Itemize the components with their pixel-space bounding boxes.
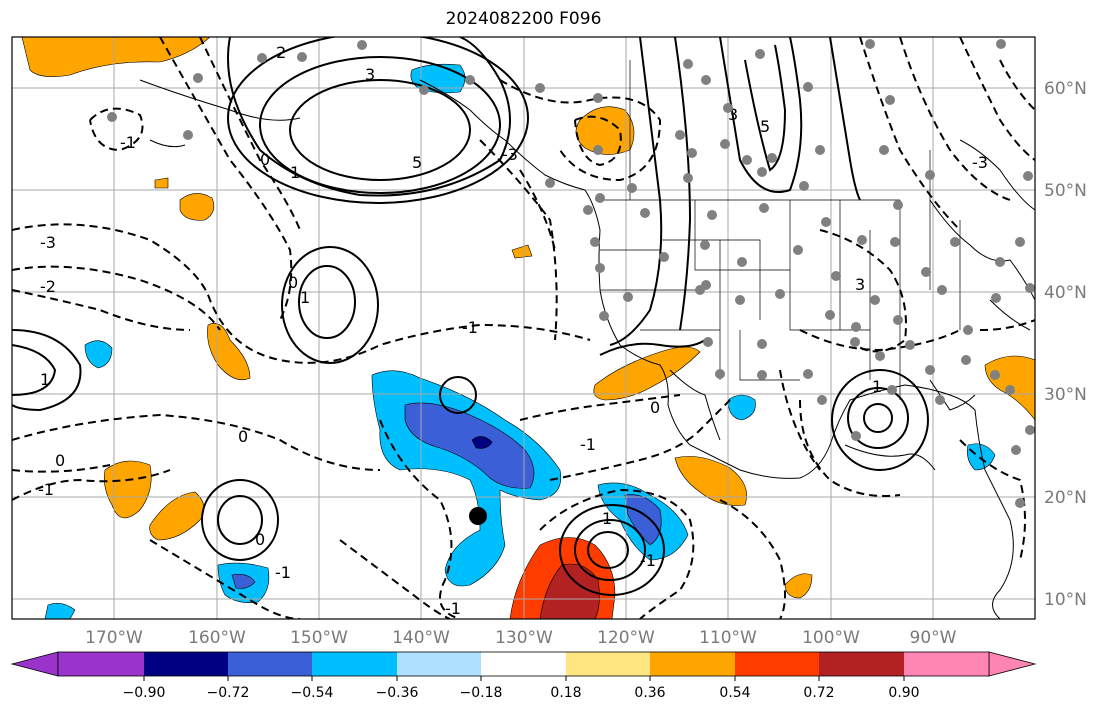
colorbar-tick-label: 0.72 [803,685,834,701]
contour-label: -3 [40,233,56,252]
lon-label-130w: 130°W [495,628,553,648]
colorbar-segment [481,652,566,676]
contour-label: 1 [40,370,50,389]
lat-label-60n: 60°N [1044,79,1087,99]
contour-label: 0 [55,451,65,470]
lon-label-160w: 160°W [188,628,246,648]
map-frame [11,36,1036,620]
contour-label: -3 [502,145,518,164]
latitude-labels: 60°N 50°N 40°N 30°N 20°N 10°N [1044,79,1087,610]
lon-label-150w: 150°W [290,628,348,648]
contour-label: 1 [872,377,882,396]
contour-label: 5 [412,153,422,172]
lat-label-30n: 30°N [1044,385,1087,405]
colorbar-tick-label: −0.72 [207,685,250,701]
lat-label-20n: 20°N [1044,488,1087,508]
colorbar-segment [58,652,144,676]
contours-positive [12,37,929,596]
contour-label: -1 [580,435,596,454]
colorbar-tick-label: −0.18 [460,685,503,701]
colorbar: −0.90 −0.72 −0.54 −0.36 −0.18 0.18 0.36 … [10,651,1037,701]
map-area: 2 3 -1 0 1 5 -3 -2 -1 0 1 3 5 -3 1 -1 0 … [12,37,1035,619]
colorbar-segment [228,652,312,676]
colorbar-segment [397,652,481,676]
contour-label: -2 [40,277,56,296]
lon-label-170w: 170°W [85,628,143,648]
colorbar-ticks [143,676,905,681]
colorbar-extend-high [988,651,1037,677]
lon-label-110w: 110°W [699,628,757,648]
colorbar-tick-label: −0.54 [291,685,334,701]
contour-label: 2 [276,43,286,62]
colorbar-segment [144,652,228,676]
anomaly-fill-negative [44,63,996,619]
colorbar-segment [904,652,989,676]
contours-negative [12,37,1035,619]
contour-label: 0 [238,427,248,446]
colorbar-tick-label: −0.90 [123,685,166,701]
station-markers [107,39,1035,508]
colorbar-segment [819,652,904,676]
contour-label: 0 [260,150,270,169]
contour-label: -1 [462,318,478,337]
coastlines [139,79,1035,619]
lon-label-140w: 140°W [392,628,450,648]
political-borders [595,60,961,400]
colorbar-segment [650,652,735,676]
colorbar-tick-label: 0.90 [888,685,919,701]
contour-label: -1 [640,551,656,570]
longitude-labels: 170°W 160°W 150°W 140°W 130°W 120°W 110°… [85,628,957,648]
contour-label: 0 [288,273,298,292]
contour-label: -1 [445,599,461,618]
contour-label: -1 [38,480,54,499]
contour-label: 5 [760,117,770,136]
map-title: 2024082200 F096 [445,9,602,29]
contour-labels: 2 3 -1 0 1 5 -3 -2 -1 0 1 3 5 -3 1 -1 0 … [38,43,988,618]
contour-label: 0 [650,398,660,417]
storm-center-marker [469,507,487,525]
contour-label: 1 [602,509,612,528]
colorbar-tick-label: −0.36 [376,685,419,701]
colorbar-tick-label: 0.36 [634,685,665,701]
contour-label: -3 [972,153,988,172]
colorbar-segment [735,652,819,676]
lon-label-90w: 90°W [910,628,957,648]
contour-label: 1 [300,288,310,307]
lat-label-40n: 40°N [1044,283,1087,303]
contour-label: 3 [728,105,738,124]
contour-label: 1 [290,163,300,182]
contour-label: -1 [275,563,291,582]
colorbar-segment [566,652,650,676]
contour-label: -1 [120,133,136,152]
lat-label-10n: 10°N [1044,590,1087,610]
colorbar-tick-label: 0.18 [550,685,581,701]
lon-label-100w: 100°W [802,628,860,648]
lat-label-50n: 50°N [1044,181,1087,201]
contour-label: 3 [365,65,375,84]
lon-label-120w: 120°W [597,628,655,648]
colorbar-segment [312,652,397,676]
colorbar-extend-low [10,651,59,677]
contour-label: 3 [855,275,865,294]
graticule [12,37,1035,619]
colorbar-tick-label: 0.54 [719,685,750,701]
contour-label: 0 [255,530,265,549]
